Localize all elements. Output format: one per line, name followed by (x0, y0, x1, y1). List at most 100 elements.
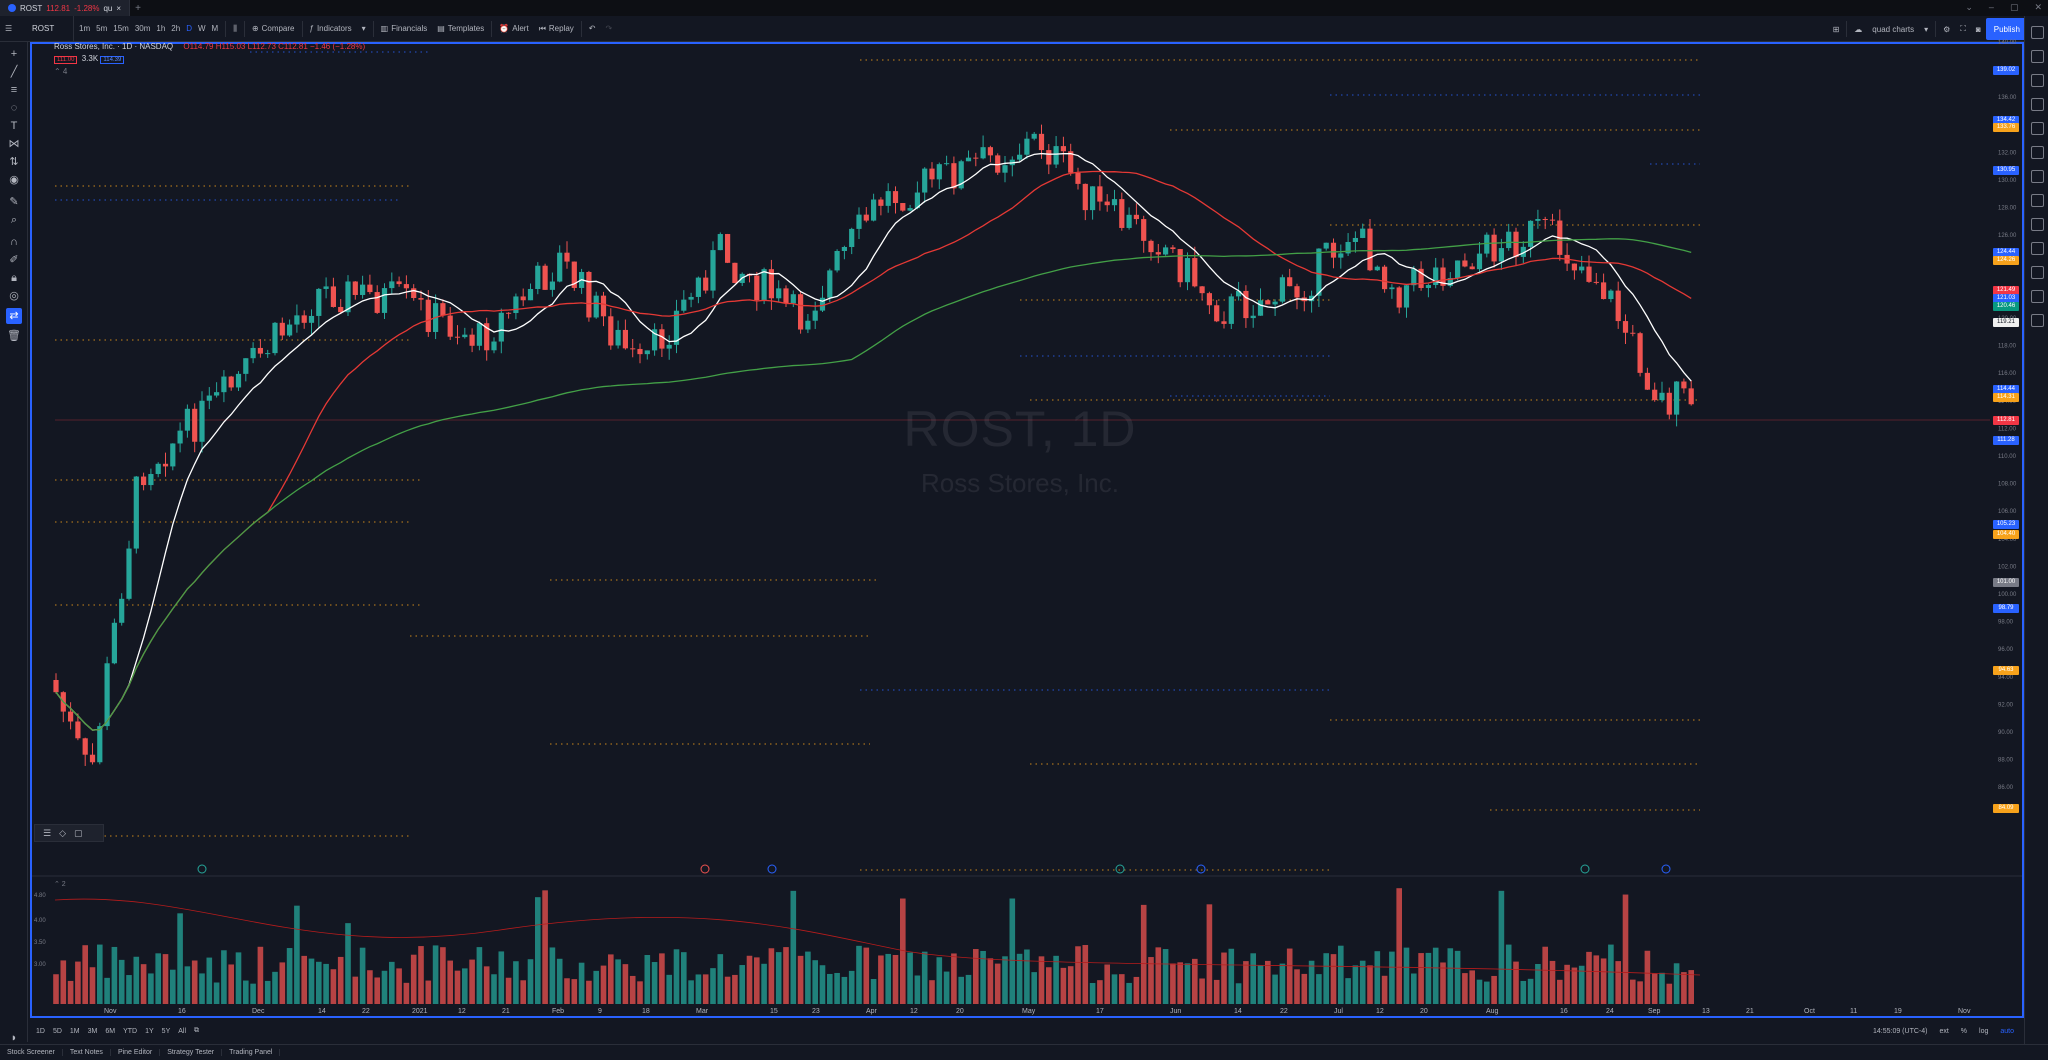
financials-button[interactable]: ▥ Financials (380, 24, 428, 33)
clock-time[interactable]: 14:55:09 (UTC-4) (1872, 1027, 1928, 1035)
interval-5m[interactable]: 5m (96, 24, 108, 33)
data-window-icon[interactable] (2031, 74, 2044, 87)
chat-icon[interactable] (2031, 194, 2044, 207)
range-5d[interactable]: 5D (52, 1027, 62, 1035)
interval-30m[interactable]: 30m (134, 24, 151, 33)
calendar-icon[interactable] (2031, 122, 2044, 135)
news-icon[interactable] (2031, 170, 2044, 183)
chevron-down-icon[interactable]: ⌄ (1965, 2, 1973, 12)
fib-icon[interactable]: ≡ (10, 84, 18, 96)
range-6m[interactable]: 6M (105, 1027, 116, 1035)
tab-strategy-tester[interactable]: Strategy Tester (160, 1049, 223, 1056)
interval-2h[interactable]: 2h (171, 24, 181, 33)
price-tag: 124.44 (1993, 248, 2019, 257)
indicators-button[interactable]: ƒ Indicators (309, 24, 352, 33)
range-3m[interactable]: 3M (87, 1027, 98, 1035)
layout-name[interactable]: quad charts (1872, 24, 1915, 34)
tab-text-notes[interactable]: Text Notes (63, 1049, 111, 1056)
auto-toggle[interactable]: auto (2000, 1027, 2014, 1035)
interval-m[interactable]: M (211, 24, 219, 33)
tab-trading-panel[interactable]: Trading Panel (222, 1049, 281, 1056)
magnet-icon[interactable]: ∩ (10, 236, 18, 248)
object-tree-icon[interactable]: ▢ (74, 827, 83, 838)
range-5y[interactable]: 5Y (161, 1027, 171, 1035)
ask-pill[interactable]: 114.39 (100, 56, 125, 64)
tab-stock-screener[interactable]: Stock Screener (0, 1049, 63, 1056)
watchlist-icon[interactable] (2031, 26, 2044, 39)
goto-date-icon[interactable]: ⧉ (194, 1027, 200, 1034)
brush-icon[interactable]: ◌ (10, 102, 18, 114)
stay-drawing-icon[interactable]: ✐ (9, 254, 19, 266)
settings-icon[interactable]: ⚙ (1943, 24, 1951, 34)
lock-icon[interactable]: 🔒︎ (11, 272, 17, 284)
percent-toggle[interactable]: % (1960, 1027, 1968, 1035)
log-toggle[interactable]: log (1979, 1027, 1989, 1035)
chart-tab[interactable]: ROST 112.81 -1.28% qu × (0, 0, 131, 16)
candle-body (1111, 199, 1118, 206)
volume-collapse-toggle[interactable]: ⌃ 2 (54, 881, 66, 888)
ideas-icon[interactable] (2031, 146, 2044, 159)
range-all[interactable]: All (178, 1027, 187, 1035)
tv-logo-icon[interactable]: ◗ (10, 1032, 18, 1044)
hide-icon[interactable]: ◎ (9, 290, 19, 302)
floating-drawing-toolbar[interactable]: ☰ ◇ ▢ (34, 824, 104, 842)
time-axis-label: 22 (362, 1008, 370, 1015)
list-icon[interactable]: ☰ (43, 827, 52, 838)
fullscreen-icon[interactable]: ⛶ (1960, 24, 1966, 33)
redo-icon[interactable]: ↷ (605, 24, 613, 33)
help-icon[interactable] (2031, 314, 2044, 327)
interval-15m[interactable]: 15m (113, 24, 129, 33)
pattern-icon[interactable]: ⋈ (8, 138, 20, 150)
range-1y[interactable]: 1Y (145, 1027, 154, 1035)
range-1m[interactable]: 1M (69, 1027, 80, 1035)
compare-button[interactable]: ⊕ Compare (251, 24, 295, 33)
publish-button[interactable]: Publish (1985, 18, 2028, 40)
series-legend[interactable]: Ross Stores, Inc. · 1D · NASDAQ O114.79 … (54, 42, 365, 76)
zoom-icon[interactable]: ⌕ (10, 214, 18, 226)
crosshair-icon[interactable]: + (10, 48, 18, 60)
templates-button[interactable]: ▤ Templates (437, 24, 485, 33)
range-ytd[interactable]: YTD (123, 1027, 138, 1035)
hotlist-icon[interactable] (2031, 98, 2044, 111)
trash-icon[interactable]: 🗑︎ (7, 330, 21, 342)
layout-icon[interactable]: ⊞ (1832, 24, 1840, 34)
camera-icon[interactable]: ◙ (1975, 24, 1981, 34)
range-1d[interactable]: 1D (36, 1027, 45, 1035)
notifications-icon[interactable] (2031, 242, 2044, 255)
close-tab-icon[interactable]: × (116, 3, 122, 13)
new-tab-icon[interactable]: + (135, 2, 141, 14)
interval-d[interactable]: D (186, 24, 192, 33)
order-panel-icon[interactable] (2031, 266, 2044, 279)
alerts-icon[interactable] (2031, 50, 2044, 63)
dom-icon[interactable] (2031, 290, 2044, 303)
ext-toggle[interactable]: ext (1939, 1027, 1949, 1035)
indicators-dropdown[interactable]: ▾ (361, 24, 366, 33)
minimize-icon[interactable]: – (1988, 2, 1994, 12)
undo-icon[interactable]: ↶ (588, 24, 596, 33)
close-icon[interactable]: ✕ (2034, 2, 2042, 12)
text-icon[interactable]: T (10, 120, 18, 132)
prediction-icon[interactable]: ⇅ (9, 156, 19, 168)
interval-1m[interactable]: 1m (79, 24, 91, 33)
ruler-icon[interactable]: ✎ (9, 196, 19, 208)
bid-pill[interactable]: 111.00 (54, 56, 78, 64)
sync-drawing-icon[interactable]: ⇄ (6, 308, 22, 324)
streams-icon[interactable] (2031, 218, 2044, 231)
layout-dropdown[interactable]: ▾ (1924, 24, 1929, 34)
chart-type-button[interactable]: ⫼ (228, 16, 242, 42)
interval-w[interactable]: W (197, 24, 206, 33)
indicator-collapse-toggle[interactable]: ⌃ 4 (54, 67, 68, 76)
replay-button[interactable]: ⏮ Replay (538, 23, 574, 34)
menu-icon[interactable]: ☰ (5, 24, 13, 33)
interval-1h[interactable]: 1h (156, 24, 166, 33)
symbol-search[interactable]: ROST (28, 15, 74, 42)
chart-pane-frame[interactable] (30, 42, 2024, 1018)
alert-button[interactable]: ⏰ Alert (499, 24, 529, 33)
trendline-icon[interactable]: ╱ (10, 66, 18, 78)
maximize-icon[interactable]: ▢ (2009, 2, 2019, 12)
price-tag: 98.79 (1993, 604, 2019, 613)
eye-icon[interactable]: ◉ (9, 174, 19, 186)
tab-pine-editor[interactable]: Pine Editor (111, 1049, 161, 1056)
visibility-icon[interactable]: ◇ (59, 827, 66, 838)
